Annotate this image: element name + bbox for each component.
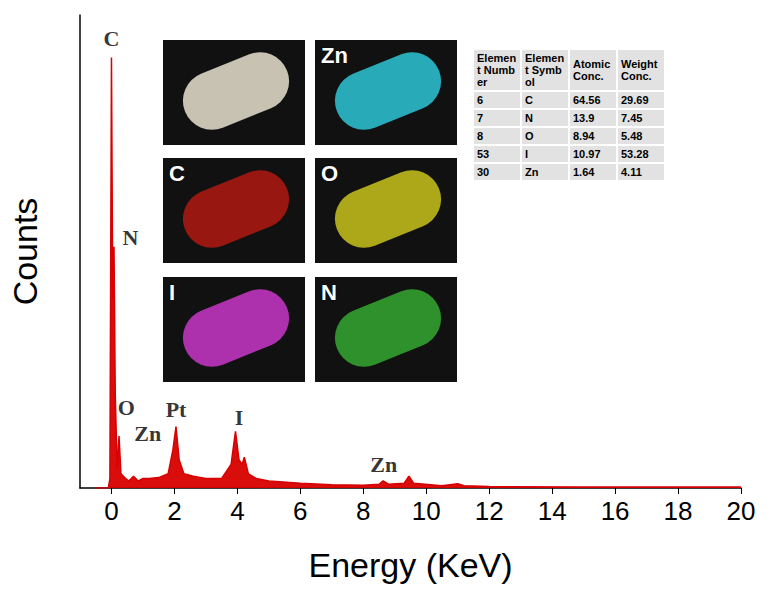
html-text:1.64: 1.64 — [573, 166, 595, 178]
svg-text:N: N — [122, 225, 138, 250]
svg-text:4: 4 — [230, 496, 244, 526]
html-text:29.69: 29.69 — [621, 94, 649, 106]
svg-text:I: I — [235, 405, 244, 430]
html-text:I: I — [169, 280, 176, 305]
html-text:I: I — [525, 148, 529, 160]
svg-text:18: 18 — [664, 496, 693, 526]
svg-text:12: 12 — [475, 496, 504, 526]
html-text:8: 8 — [477, 130, 484, 142]
html-text:13.9: 13.9 — [573, 112, 595, 124]
svg-text:Zn: Zn — [134, 421, 161, 446]
html-text:30: 30 — [477, 166, 490, 178]
html-text:O: O — [321, 161, 339, 186]
html-text:6: 6 — [477, 94, 484, 106]
svg-text:O: O — [118, 395, 135, 420]
svg-text:2: 2 — [167, 496, 181, 526]
html-text:O: O — [525, 130, 534, 142]
html-text:C: C — [169, 161, 185, 186]
svg-text:16: 16 — [601, 496, 630, 526]
html-text:5.48: 5.48 — [621, 130, 643, 142]
svg-text:6: 6 — [293, 496, 307, 526]
svg-text:20: 20 — [727, 496, 756, 526]
html-text:4.11: 4.11 — [621, 166, 642, 178]
svg-text:Zn: Zn — [370, 452, 397, 477]
svg-text:C: C — [104, 26, 120, 51]
html-text:10.97: 10.97 — [573, 148, 601, 160]
html-text:Zn: Zn — [525, 166, 539, 178]
html-text:C: C — [525, 94, 533, 106]
svg-text:Energy (KeV): Energy (KeV) — [308, 546, 512, 584]
svg-text:10: 10 — [412, 496, 441, 526]
svg-text:Counts: Counts — [6, 198, 44, 306]
html-text:7.45: 7.45 — [621, 112, 643, 124]
html-text:8.94: 8.94 — [573, 130, 595, 142]
svg-text:8: 8 — [356, 496, 370, 526]
svg-text:14: 14 — [538, 496, 567, 526]
html-text:7: 7 — [477, 112, 484, 124]
html-text:Atomic Conc.: Atomic Conc. — [573, 58, 611, 82]
html-text:N: N — [525, 112, 533, 124]
html-text:Weight Conc.: Weight Conc. — [621, 58, 658, 82]
svg-text:Pt: Pt — [166, 397, 187, 422]
html-text:Element Number: Element Number — [477, 52, 517, 88]
html-text:64.56: 64.56 — [573, 94, 601, 106]
html-text:Zn: Zn — [321, 43, 348, 68]
html-text:N: N — [321, 280, 337, 305]
html-text:Element Symbol: Element Symbol — [525, 52, 565, 88]
svg-text:0: 0 — [104, 496, 118, 526]
html-text:53: 53 — [477, 148, 490, 160]
html-text:53.28: 53.28 — [621, 148, 649, 160]
